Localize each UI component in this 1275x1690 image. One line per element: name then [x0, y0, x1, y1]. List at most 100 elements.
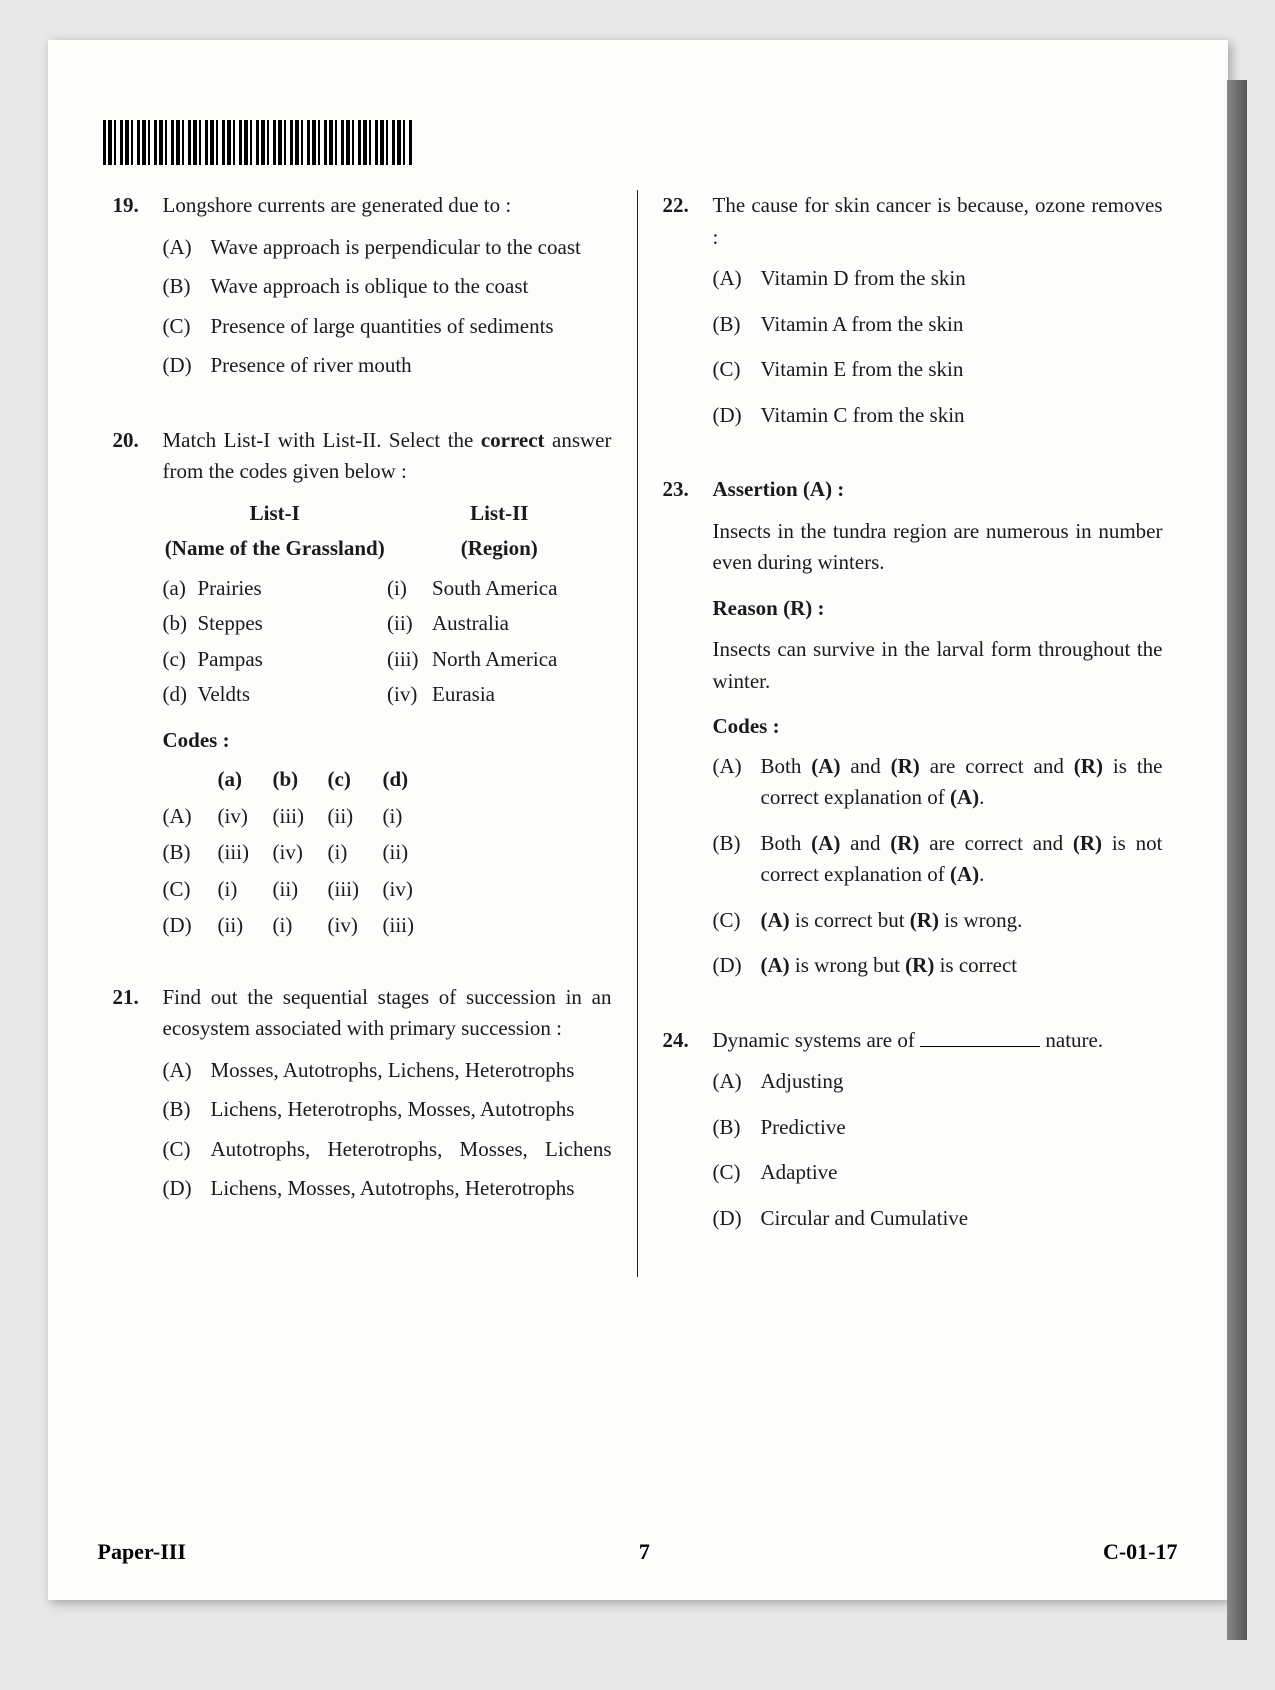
codes-cell: (iii)	[328, 874, 383, 906]
list-row: (ii)Australia	[387, 608, 612, 640]
codes-cell: (i)	[273, 910, 328, 942]
codes-cell: (iv)	[218, 801, 273, 833]
options: (A)Mosses, Autotrophs, Lichens, Heterotr…	[163, 1055, 612, 1205]
question-19: 19. Longshore currents are generated due…	[113, 190, 612, 390]
codes-row: (D) (ii) (i) (iv) (iii)	[163, 910, 612, 942]
list-subheader: (Name of the Grassland)	[163, 533, 388, 565]
codes-cell: (B)	[163, 837, 218, 869]
option-c: (C)Autotrophs, Heterotrophs, Mosses, Lic…	[163, 1134, 612, 1166]
match-lists: List-I (Name of the Grassland) (a)Prairi…	[163, 498, 612, 715]
option-label: (D)	[713, 1203, 761, 1235]
codes-cell: (iv)	[383, 874, 438, 906]
codes-cell: (iii)	[218, 837, 273, 869]
row-label: (iv)	[387, 679, 432, 711]
list-row: (d)Veldts	[163, 679, 388, 711]
question-stem: The cause for skin cancer is because, oz…	[713, 190, 1163, 253]
question-23: 23. Assertion (A) : Insects in the tundr…	[663, 474, 1163, 990]
option-d: (D)Vitamin C from the skin	[713, 400, 1163, 432]
row-label: (i)	[387, 573, 432, 605]
list-subheader: (Region)	[387, 533, 612, 565]
question-stem: Dynamic systems are of nature.	[713, 1025, 1163, 1057]
row-text: South America	[432, 573, 557, 605]
footer-right: C-01-17	[1103, 1539, 1178, 1565]
option-label: (D)	[713, 950, 761, 982]
option-label: (B)	[163, 271, 211, 303]
option-text: Lichens, Mosses, Autotrophs, Heterotroph…	[211, 1173, 612, 1205]
option-text: Adaptive	[761, 1157, 1163, 1189]
option-text: Vitamin A from the skin	[761, 309, 1163, 341]
option-label: (C)	[713, 354, 761, 386]
question-stem: Longshore currents are generated due to …	[163, 190, 612, 222]
stem-text: Dynamic systems are of	[713, 1028, 921, 1052]
list-row: (i)South America	[387, 573, 612, 605]
option-b: (B)Both (A) and (R) are correct and (R) …	[713, 828, 1163, 891]
barcode	[103, 120, 413, 165]
codes-cell: (i)	[218, 874, 273, 906]
option-text: Autotrophs, Heterotrophs, Mosses, Lichen…	[211, 1134, 612, 1166]
reason-label: Reason (R) :	[713, 593, 1163, 625]
stem-text: Match List-I with List-II. Select the	[163, 428, 481, 452]
codes-cell: (d)	[383, 764, 438, 796]
question-24: 24. Dynamic systems are of nature. (A)Ad…	[663, 1025, 1163, 1243]
question-stem: Find out the sequential stages of succes…	[163, 982, 612, 1045]
codes-cell: (C)	[163, 874, 218, 906]
codes-cell: (D)	[163, 910, 218, 942]
option-text: Both (A) and (R) are correct and (R) is …	[761, 828, 1163, 891]
list-row: (iv)Eurasia	[387, 679, 612, 711]
codes-row: (B) (iii) (iv) (i) (ii)	[163, 837, 612, 869]
option-label: (B)	[713, 1112, 761, 1144]
row-text: Steppes	[198, 608, 263, 640]
codes-cell: (ii)	[273, 874, 328, 906]
question-number: 19.	[113, 190, 163, 390]
row-text: Eurasia	[432, 679, 495, 711]
codes-cell: (b)	[273, 764, 328, 796]
option-d: (D)(A) is wrong but (R) is correct	[713, 950, 1163, 982]
question-number: 24.	[663, 1025, 713, 1243]
question-body: The cause for skin cancer is because, oz…	[713, 190, 1163, 439]
codes-cell: (i)	[383, 801, 438, 833]
codes-cell: (iii)	[383, 910, 438, 942]
reason-text: Insects can survive in the larval form t…	[713, 634, 1163, 697]
codes-cell: (iv)	[328, 910, 383, 942]
option-b: (B)Vitamin A from the skin	[713, 309, 1163, 341]
question-20: 20. Match List-I with List-II. Select th…	[113, 425, 612, 947]
option-c: (C)Vitamin E from the skin	[713, 354, 1163, 386]
option-label: (A)	[713, 263, 761, 295]
row-text: Australia	[432, 608, 509, 640]
footer-left: Paper-III	[98, 1539, 186, 1565]
codes-row: (A) (iv) (iii) (ii) (i)	[163, 801, 612, 833]
option-label: (A)	[713, 1066, 761, 1098]
option-a: (A)Adjusting	[713, 1066, 1163, 1098]
page-footer: Paper-III 7 C-01-17	[98, 1539, 1178, 1565]
assertion-label: Assertion (A) :	[713, 474, 1163, 506]
option-c: (C)Presence of large quantities of sedim…	[163, 311, 612, 343]
option-a: (A)Vitamin D from the skin	[713, 263, 1163, 295]
codes-cell: (ii)	[328, 801, 383, 833]
options: (A)Wave approach is perpendicular to the…	[163, 232, 612, 382]
option-c: (C)(A) is correct but (R) is wrong.	[713, 905, 1163, 937]
row-label: (c)	[163, 644, 198, 676]
question-number: 20.	[113, 425, 163, 947]
question-body: Longshore currents are generated due to …	[163, 190, 612, 390]
codes-cell: (a)	[218, 764, 273, 796]
row-text: Prairies	[198, 573, 262, 605]
codes-row: (C) (i) (ii) (iii) (iv)	[163, 874, 612, 906]
content-columns: 19. Longshore currents are generated due…	[98, 190, 1178, 1277]
footer-center: 7	[639, 1539, 650, 1565]
option-text: Vitamin C from the skin	[761, 400, 1163, 432]
list-1: List-I (Name of the Grassland) (a)Prairi…	[163, 498, 388, 715]
blank-line	[920, 1046, 1040, 1047]
list-header: List-II	[387, 498, 612, 530]
row-text: Pampas	[198, 644, 263, 676]
codes-cell: (iii)	[273, 801, 328, 833]
row-label: (iii)	[387, 644, 432, 676]
codes-header-row: (a) (b) (c) (d)	[163, 764, 612, 796]
option-label: (A)	[163, 232, 211, 264]
option-label: (B)	[163, 1094, 211, 1126]
option-c: (C)Adaptive	[713, 1157, 1163, 1189]
row-text: North America	[432, 644, 557, 676]
row-label: (b)	[163, 608, 198, 640]
option-d: (D)Lichens, Mosses, Autotrophs, Heterotr…	[163, 1173, 612, 1205]
page-edge-shadow	[1227, 80, 1247, 1640]
option-text: (A) is correct but (R) is wrong.	[761, 905, 1163, 937]
